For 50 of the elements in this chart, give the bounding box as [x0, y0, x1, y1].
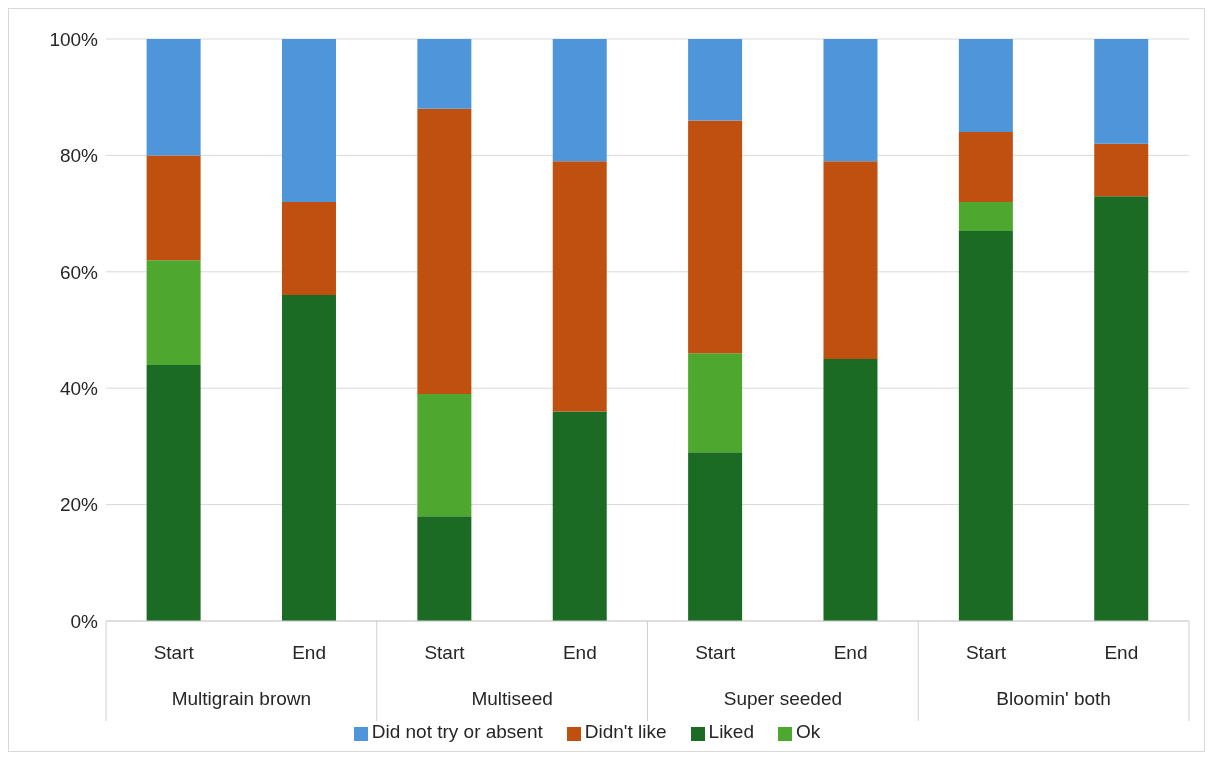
bar	[552, 411, 607, 621]
bar	[417, 39, 472, 109]
bar	[958, 39, 1013, 133]
x-tick-label: End	[562, 642, 597, 663]
y-tick-label: 60%	[59, 261, 99, 283]
legend-label: Liked	[708, 721, 754, 742]
x-tick-label: End	[833, 642, 868, 663]
bar	[552, 161, 607, 412]
bar	[417, 516, 472, 621]
legend-label: Ok	[796, 721, 821, 742]
x-tick-label: Start	[424, 642, 466, 663]
x-tick-label: Start	[965, 642, 1007, 663]
y-tick-label: 100%	[49, 28, 99, 50]
bar	[823, 161, 878, 360]
bar	[823, 359, 878, 621]
bar	[417, 108, 472, 395]
text: Bloomin' both	[996, 688, 1111, 709]
bar	[823, 39, 878, 162]
x-tick-label: End	[1104, 642, 1139, 663]
bar	[1094, 39, 1149, 144]
bar	[281, 295, 336, 621]
y-tick-label: 80%	[59, 145, 99, 167]
legend-label: Did not try or absent	[371, 721, 543, 742]
bar	[552, 39, 607, 162]
bar	[958, 231, 1013, 621]
text: Super seeded	[723, 688, 843, 709]
legend-label: Didn't like	[584, 721, 667, 742]
bar	[688, 120, 743, 354]
x-tick-label: Start	[695, 642, 736, 663]
bar	[688, 39, 743, 121]
bar	[146, 260, 201, 365]
bar	[146, 364, 201, 621]
bar	[958, 132, 1013, 202]
bar	[1094, 143, 1149, 197]
x-tick-label: End	[292, 642, 326, 663]
y-tick-label: 0%	[70, 610, 99, 632]
text: Multigrain brown	[171, 688, 312, 709]
bar	[417, 394, 472, 517]
bar	[281, 39, 336, 202]
bar	[146, 39, 201, 156]
y-tick-label: 20%	[59, 494, 99, 516]
text: Multiseed	[471, 688, 553, 709]
bar	[146, 155, 201, 261]
y-tick-label: 40%	[59, 377, 99, 399]
bar	[281, 201, 336, 296]
bar	[688, 353, 743, 453]
x-tick-label: Start	[153, 642, 195, 663]
bar	[958, 201, 1013, 232]
bar	[1094, 196, 1149, 621]
bar	[688, 452, 743, 621]
